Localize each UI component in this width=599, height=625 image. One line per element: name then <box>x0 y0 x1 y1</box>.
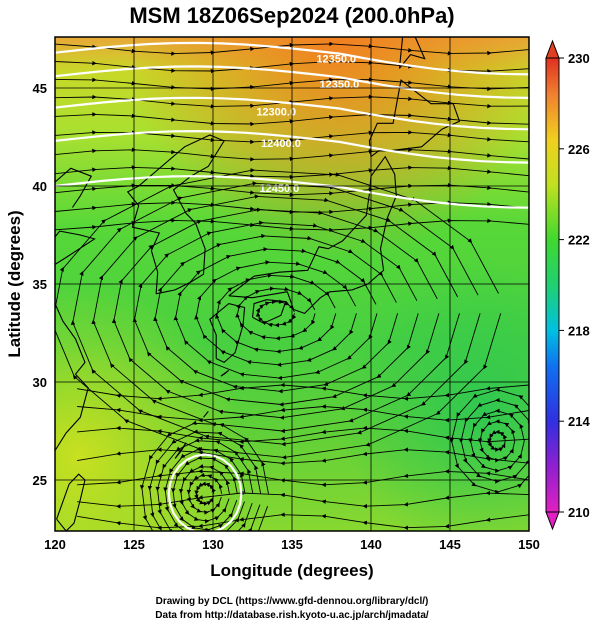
y-tick-label: 45 <box>33 81 47 96</box>
x-tick-label: 120 <box>44 537 66 552</box>
colorbar-bottom-triangle <box>545 511 560 531</box>
contour-label: 12350.0 <box>316 53 356 65</box>
coastline <box>203 411 209 418</box>
grid-lines <box>54 37 530 531</box>
x-tick-label: 125 <box>123 537 145 552</box>
coastline <box>55 303 89 451</box>
coastline <box>55 167 93 208</box>
contour-label: 12400.0 <box>261 138 301 150</box>
streamline-easterly <box>77 512 529 531</box>
coastline <box>368 79 461 158</box>
x-tick-labels: 120 125 130 135 140 145 150 <box>44 537 540 552</box>
colorbar-tick-label: 214 <box>568 414 590 429</box>
x-tick-label: 130 <box>202 537 224 552</box>
y-axis-label: Latitude (degrees) <box>5 210 24 357</box>
y-tick-label: 40 <box>33 179 47 194</box>
y-tick-label: 25 <box>33 473 47 488</box>
chart-title: MSM 18Z06Sep2024 (200.0hPa) <box>129 3 454 28</box>
colorbar-tick-label: 230 <box>568 51 590 66</box>
x-tick-label: 135 <box>281 537 303 552</box>
coastline <box>174 442 187 459</box>
x-tick-label: 150 <box>518 537 540 552</box>
colorbar-top-triangle <box>545 39 560 59</box>
colorbar-tick-labels: 230 226 222 218 214 210 <box>559 51 590 520</box>
colorbar-tick-label: 218 <box>568 323 590 338</box>
height-contour-vortex <box>167 453 243 531</box>
x-axis-label: Longitude (degrees) <box>210 561 373 580</box>
contour-label: 12300.0 <box>256 106 296 118</box>
coastline <box>228 155 397 315</box>
coastline <box>56 473 86 531</box>
coastline <box>251 299 287 324</box>
colorbar: 230 226 222 218 214 210 <box>545 39 590 531</box>
contour-label: 12450.0 <box>259 183 299 195</box>
credit-data: Data from http://database.rish.kyoto-u.a… <box>155 610 429 621</box>
colorbar-tick-label: 222 <box>568 233 590 248</box>
y-tick-label: 35 <box>33 277 47 292</box>
credit-drawing: Drawing by DCL (https://www.gfd-dennou.o… <box>156 596 429 607</box>
coastline <box>220 369 230 377</box>
colorbar-body <box>545 57 560 513</box>
coastline <box>126 134 225 295</box>
x-tick-label: 140 <box>360 537 382 552</box>
plot-frame <box>54 36 530 532</box>
colorbar-tick-label: 210 <box>568 505 590 520</box>
coastline <box>398 37 426 69</box>
colorbar-tick-label: 226 <box>568 142 590 157</box>
x-tick-label: 145 <box>439 537 461 552</box>
coastlines <box>55 37 461 531</box>
contour-label: 12350.0 <box>320 79 360 91</box>
coastline <box>55 230 96 265</box>
streamline-eddy <box>449 387 529 495</box>
y-tick-label: 30 <box>33 375 47 390</box>
y-tick-labels: 25 30 35 40 45 <box>33 81 47 488</box>
streamline-easterly <box>77 490 529 509</box>
